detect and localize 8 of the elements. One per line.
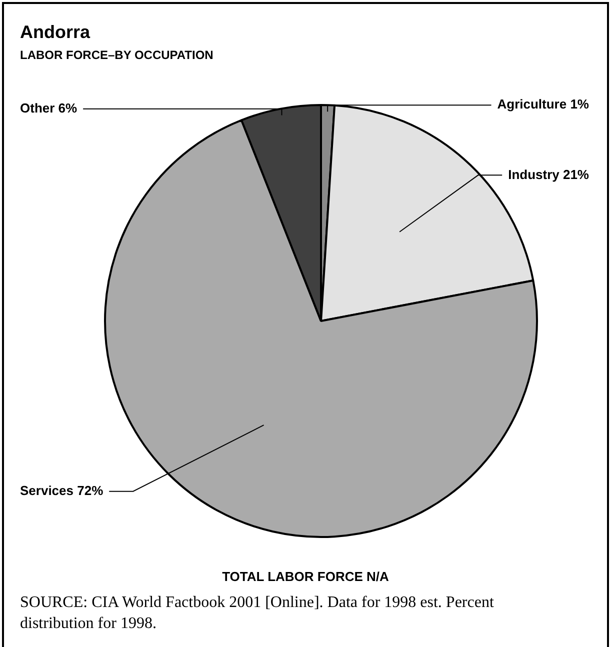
slice-label: Agriculture 1% bbox=[497, 96, 590, 112]
slice-label: Industry 21% bbox=[508, 166, 590, 182]
slice-label: Services 72% bbox=[20, 482, 104, 498]
chart-title: Andorra bbox=[20, 22, 90, 43]
chart-subtitle: LABOR FORCE–BY OCCUPATION bbox=[20, 48, 214, 62]
text: TOTAL LABOR FORCE N/A bbox=[221, 569, 390, 584]
source-note: SOURCE: CIA World Factbook 2001 [Online]. Data for 1998 est. Percent distribution for 1998. bbox=[20, 593, 495, 634]
slice-label: Other 6% bbox=[20, 100, 78, 116]
